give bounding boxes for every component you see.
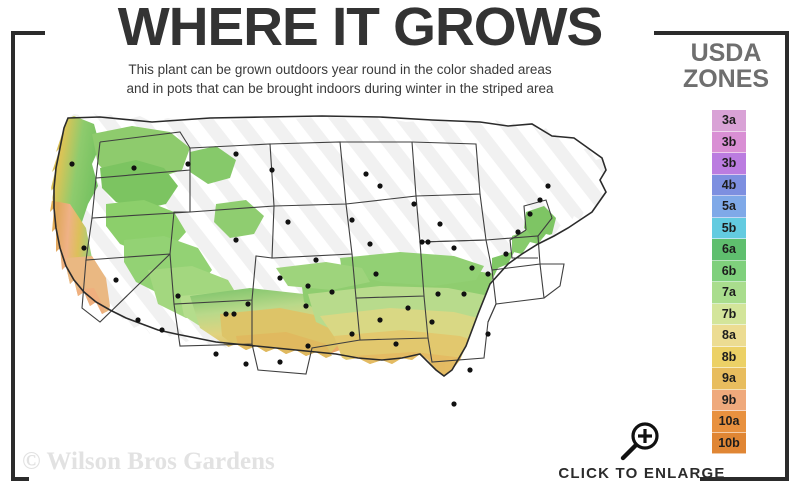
legend-heading: USDA ZONES <box>662 40 790 92</box>
magnifier-plus-icon[interactable] <box>617 420 663 464</box>
frame-bottom-left-stub <box>11 477 29 481</box>
zone-swatch-7a[interactable]: 7a <box>712 282 746 304</box>
legend-heading-line-1: USDA <box>690 39 762 67</box>
magnifier-plus-glyph <box>620 422 659 461</box>
frame-bottom-right-stub <box>700 477 789 481</box>
zone-swatch-10b[interactable]: 10b <box>712 432 746 454</box>
zone-swatch-3b-lower[interactable]: 3b <box>712 153 746 175</box>
zone-swatch-8a[interactable]: 8a <box>712 325 746 347</box>
page-title: WHERE IT GROWS <box>117 0 604 57</box>
description-text: This plant can be grown outdoors year ro… <box>35 60 645 98</box>
map-country-outline <box>53 115 607 377</box>
frame-top-right-stub <box>654 31 789 35</box>
zone-swatch-6a[interactable]: 6a <box>712 239 746 261</box>
zone-swatch-7b[interactable]: 7b <box>712 303 746 325</box>
frame-top-left-stub <box>11 31 45 35</box>
zone-swatch-5a[interactable]: 5a <box>712 196 746 218</box>
description-line-1: This plant can be grown outdoors year ro… <box>128 62 552 77</box>
frame-right-border <box>785 31 789 481</box>
zone-swatch-9b[interactable]: 9b <box>712 389 746 411</box>
zone-swatch-5b[interactable]: 5b <box>712 217 746 239</box>
description-line-2: and in pots that can be brought indoors … <box>126 81 554 96</box>
frame-left-border <box>11 31 15 481</box>
hardiness-zone-map[interactable] <box>40 108 650 438</box>
legend-heading-line-2: ZONES <box>682 65 770 93</box>
watermark: © Wilson Bros Gardens <box>22 448 275 475</box>
click-to-enlarge-label[interactable]: CLICK TO ENLARGE <box>558 465 726 482</box>
zone-swatch-8b[interactable]: 8b <box>712 346 746 368</box>
zone-swatch-9a[interactable]: 9a <box>712 368 746 390</box>
zone-swatch-6b[interactable]: 6b <box>712 260 746 282</box>
zone-swatch-3a[interactable]: 3a <box>712 110 746 132</box>
map-state-boundaries <box>81 131 565 375</box>
map-city-dots <box>69 151 551 407</box>
zone-swatch-4b[interactable]: 4b <box>712 174 746 196</box>
map-svg <box>50 112 607 407</box>
zone-swatch-3b-upper[interactable]: 3b <box>712 131 746 153</box>
zone-swatch-10a[interactable]: 10a <box>712 411 746 433</box>
usda-zone-legend: 3a 3b 3b 4b 5a 5b 6a 6b 7a 7b 8a 8b 9a 9b 10a 10b <box>712 110 746 454</box>
